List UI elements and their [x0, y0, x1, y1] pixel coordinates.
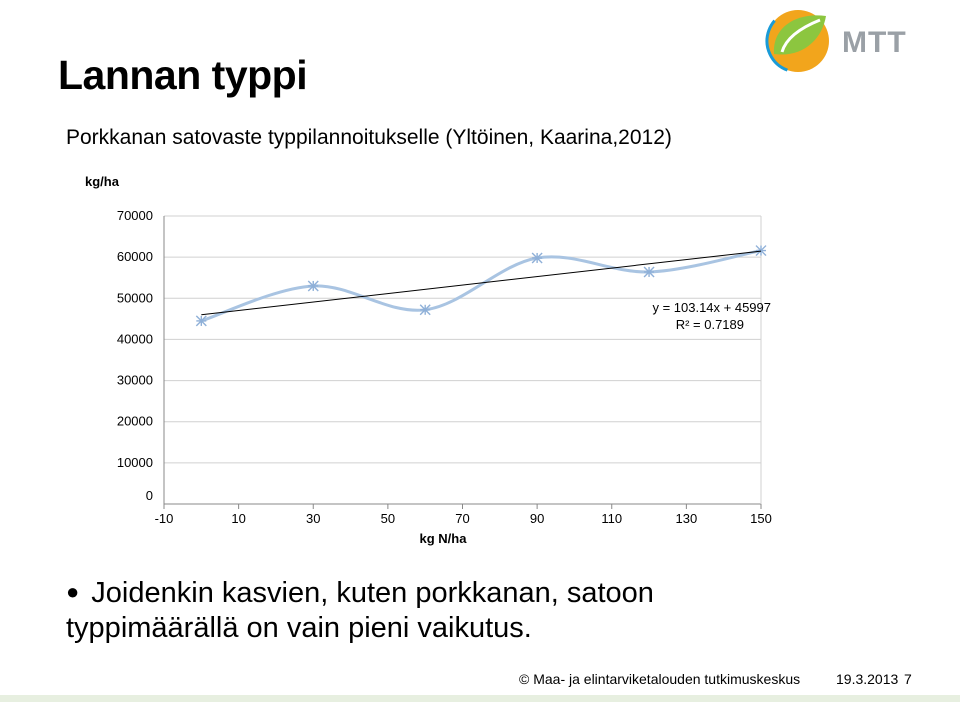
- y-tick-label: 60000: [117, 249, 153, 264]
- x-tick-label: 50: [381, 511, 395, 526]
- chart-title: Porkkanan satovaste typpilannoitukselle …: [66, 126, 672, 149]
- footer-organization: © Maa- ja elintarviketalouden tutkimuske…: [519, 671, 801, 687]
- x-tick-label: 30: [306, 511, 320, 526]
- y-axis-label: kg/ha: [85, 174, 120, 189]
- marker-stroke: [419, 304, 431, 316]
- data-point: [531, 252, 543, 264]
- y-tick-label: 70000: [117, 208, 153, 223]
- series-line: [200, 249, 762, 323]
- grid-lines: [163, 215, 762, 509]
- x-tick-label: 130: [676, 511, 698, 526]
- x-tick-label: 90: [530, 511, 544, 526]
- y-tick-label: 30000: [117, 373, 153, 388]
- marker-stroke: [195, 315, 207, 327]
- x-tick-label: -10: [155, 511, 174, 526]
- data-series: [195, 245, 767, 327]
- data-point: [643, 266, 655, 278]
- marker-stroke: [755, 245, 767, 257]
- x-axis-label: kg N/ha: [420, 531, 468, 546]
- marker-stroke: [531, 252, 543, 264]
- x-tick-label: 70: [455, 511, 469, 526]
- chart: kg/ha 0100002000030000400005000060000700…: [85, 174, 772, 546]
- footer: © Maa- ja elintarviketalouden tutkimuske…: [519, 671, 898, 687]
- y-tick-labels: 0 10000 20000 30000 40000 50000 60000 70000: [117, 208, 153, 503]
- x-tick-labels: -10 10 30 50 70 90 110 130 150: [155, 511, 772, 526]
- marker-stroke: [307, 280, 319, 292]
- footer-page-number: 7: [904, 671, 912, 687]
- footer-bar: [0, 695, 960, 702]
- x-tick-label: 150: [750, 511, 772, 526]
- marker-stroke: [643, 266, 655, 278]
- bullet-icon: ●: [66, 579, 80, 604]
- data-point: [755, 245, 767, 257]
- footer-date: 19.3.2013: [836, 671, 899, 687]
- y-tick-label: 40000: [117, 331, 153, 346]
- mtt-leaf-icon: [765, 8, 831, 74]
- y-tick-label: 10000: [117, 455, 153, 470]
- trend-r-squared: R² = 0.7189: [676, 317, 744, 332]
- bullet-text: Joidenkin kasvien, kuten porkkanan, sato…: [66, 577, 654, 644]
- data-point: [195, 315, 207, 327]
- data-point: [419, 304, 431, 316]
- trend-equation: y = 103.14x + 45997: [652, 300, 771, 315]
- data-point: [307, 280, 319, 292]
- y-tick-label: 20000: [117, 414, 153, 429]
- mtt-logo-text: MTT: [842, 26, 907, 59]
- trendline: [201, 250, 762, 316]
- mtt-logo: MTT: [765, 8, 907, 74]
- y-tick-label: 50000: [117, 290, 153, 305]
- slide-title: Lannan typpi: [58, 52, 308, 98]
- x-tick-label: 110: [601, 511, 622, 526]
- y-tick-label: 0: [146, 488, 153, 503]
- x-tick-label: 10: [231, 511, 245, 526]
- bullet-point: ● Joidenkin kasvien, kuten porkkanan, sat…: [66, 574, 766, 646]
- trendline-line: [201, 250, 762, 316]
